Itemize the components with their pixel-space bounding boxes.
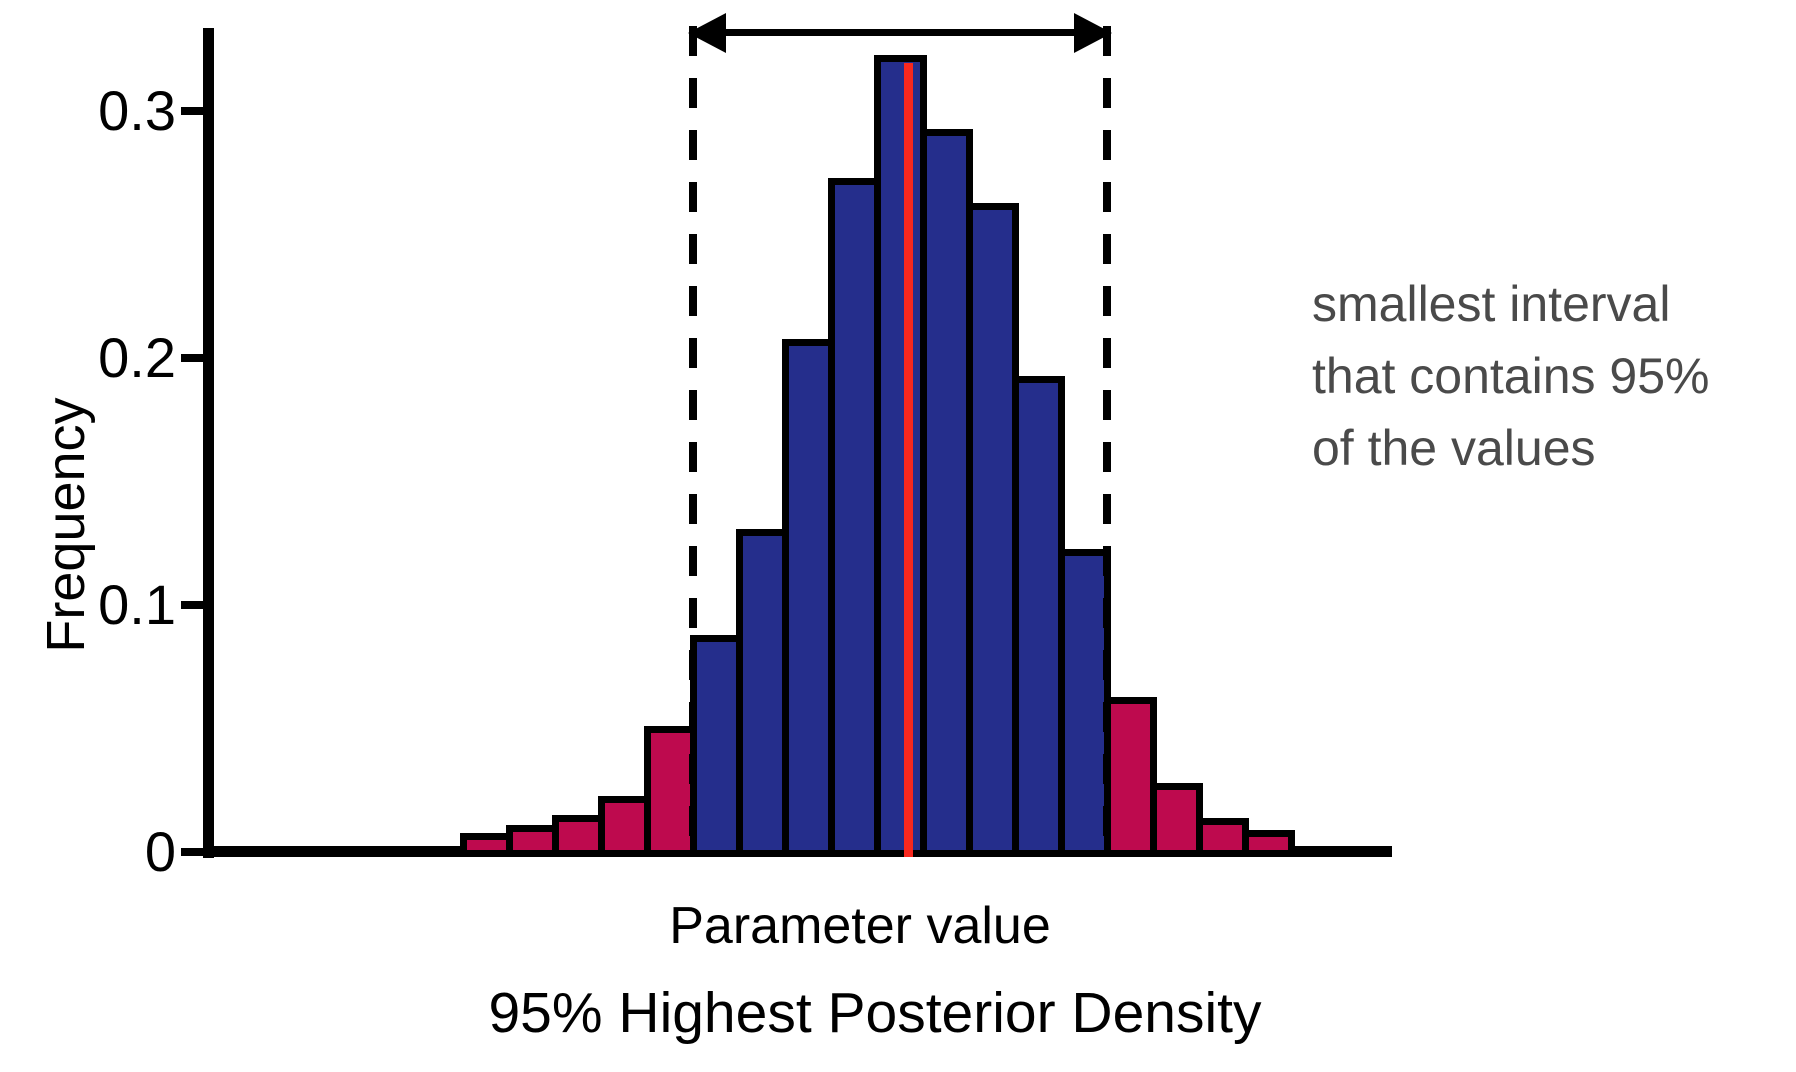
y-tick <box>181 601 203 609</box>
hpd-annotation: smallest interval that contains 95% of t… <box>1312 268 1782 484</box>
hpd-upper-bound-dashed-line <box>1103 26 1111 852</box>
annotation-line: that contains 95% <box>1312 348 1710 404</box>
histogram-bar-tail <box>460 833 513 857</box>
hpd-lower-bound-dashed-line <box>689 26 697 852</box>
y-tick-label: 0.2 <box>98 326 176 389</box>
annotation-line: smallest interval <box>1312 276 1671 332</box>
y-axis-line <box>203 28 214 858</box>
y-tick <box>181 354 203 362</box>
histogram-bar-tail <box>1242 830 1295 857</box>
histogram-bar-tail <box>552 815 605 857</box>
arrowhead-left-icon <box>688 13 726 53</box>
y-tick <box>181 848 203 856</box>
figure-title: 95% Highest Posterior Density <box>488 981 1262 1045</box>
median-line <box>904 63 913 857</box>
y-tick-label: 0.1 <box>98 573 176 636</box>
y-tick <box>181 107 203 115</box>
y-tick-label: 0.3 <box>98 79 176 142</box>
arrowhead-right-icon <box>1074 13 1112 53</box>
y-tick-label: 0 <box>144 820 176 883</box>
interval-arrow-shaft <box>713 29 1087 36</box>
annotation-line: of the values <box>1312 420 1596 476</box>
x-axis-title: Parameter value <box>669 897 1051 955</box>
